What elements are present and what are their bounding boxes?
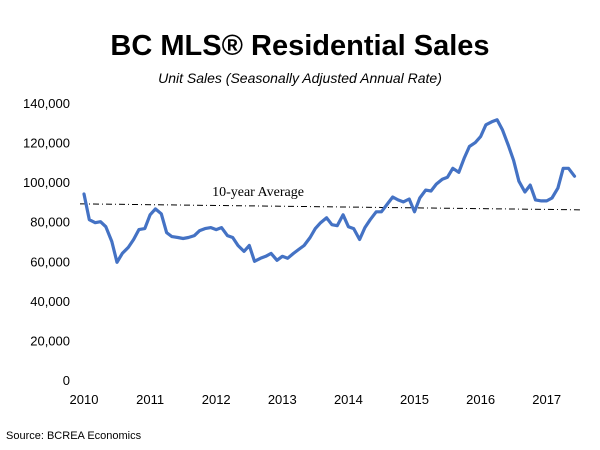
source-note: Source: BCREA Economics [6, 430, 142, 442]
x-tick-label: 2011 [136, 392, 164, 407]
y-tick-label: 140,000 [23, 96, 70, 111]
y-tick-label: 0 [63, 373, 70, 388]
y-tick-label: 40,000 [30, 294, 70, 309]
chart-title: BC MLS® Residential Sales [110, 30, 490, 62]
average-reference-label: 10-year Average [212, 185, 304, 200]
x-tick-label: 2016 [466, 392, 495, 407]
x-tick-label: 2015 [400, 392, 429, 407]
y-tick-label: 100,000 [23, 175, 70, 190]
x-tick-label: 2014 [334, 392, 363, 407]
x-tick-label: 2010 [70, 392, 99, 407]
y-tick-label: 120,000 [23, 136, 70, 151]
chart-subtitle: Unit Sales (Seasonally Adjusted Annual R… [158, 70, 442, 86]
y-tick-label: 80,000 [30, 215, 70, 230]
y-tick-label: 60,000 [30, 254, 70, 269]
y-tick-label: 20,000 [30, 333, 70, 348]
x-tick-label: 2013 [268, 392, 297, 407]
x-tick-label: 2012 [202, 392, 231, 407]
average-reference-line [79, 203, 583, 211]
x-tick-label: 2017 [532, 392, 561, 407]
sales-series-line [82, 118, 577, 264]
